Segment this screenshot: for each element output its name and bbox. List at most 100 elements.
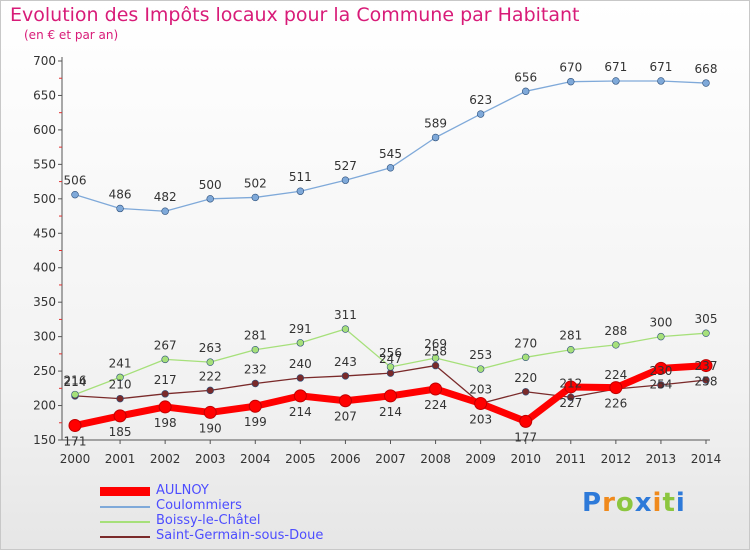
data-label: 217 <box>154 373 177 387</box>
data-point <box>431 361 440 370</box>
data-point <box>248 399 262 413</box>
x-tick-label: 2013 <box>646 452 677 466</box>
data-point <box>609 381 623 395</box>
data-label: 500 <box>199 178 222 192</box>
data-point <box>206 358 214 366</box>
data-label: 212 <box>559 376 582 390</box>
data-point <box>476 110 485 118</box>
data-point <box>522 353 530 362</box>
data-point <box>158 400 172 414</box>
chart-subtitle: (en € et par an) <box>24 28 119 42</box>
x-tick-label: 2000 <box>60 452 91 466</box>
logo-letter: t <box>662 488 676 518</box>
data-label: 254 <box>649 377 672 391</box>
data-point <box>474 396 488 410</box>
data-label: 668 <box>695 62 718 76</box>
data-label: 207 <box>334 410 357 424</box>
data-label: 671 <box>649 60 672 74</box>
data-point <box>702 329 710 337</box>
data-point <box>161 355 169 364</box>
y-tick-label: 700 <box>33 54 56 68</box>
data-label: 263 <box>199 341 222 355</box>
data-label: 232 <box>244 362 267 376</box>
data-point <box>341 325 350 333</box>
data-label: 241 <box>109 356 132 370</box>
data-point <box>338 394 352 408</box>
y-tick-label: 650 <box>33 88 56 102</box>
data-point <box>522 87 530 96</box>
y-tick-label: 600 <box>33 123 56 137</box>
data-point <box>476 365 485 373</box>
y-tick-label: 350 <box>33 295 56 309</box>
data-point <box>341 372 350 380</box>
logo-letter: o <box>615 488 635 518</box>
data-point <box>296 339 305 347</box>
data-label: 589 <box>424 116 447 130</box>
data-label: 482 <box>154 190 177 204</box>
data-label: 256 <box>379 346 402 360</box>
data-point <box>68 419 82 433</box>
legend-swatch <box>100 521 150 523</box>
x-tick-label: 2003 <box>195 452 226 466</box>
chart-title: Evolution des Impôts locaux pour la Comm… <box>10 4 580 26</box>
data-label: 220 <box>514 371 537 385</box>
data-label: 305 <box>695 312 718 326</box>
data-point <box>612 341 620 349</box>
data-label: 226 <box>604 397 627 411</box>
data-label: 230 <box>649 364 672 378</box>
data-label: 281 <box>244 329 267 343</box>
data-label: 240 <box>289 357 312 371</box>
data-point <box>657 381 665 389</box>
data-label: 502 <box>244 176 267 190</box>
data-label: 203 <box>469 412 492 426</box>
data-label: 253 <box>469 348 492 362</box>
x-tick-label: 2006 <box>330 452 361 466</box>
data-label: 671 <box>604 60 627 74</box>
legend-label: Coulommiers <box>156 498 242 513</box>
data-point <box>296 374 305 382</box>
data-point <box>657 77 665 85</box>
data-label: 224 <box>604 368 627 382</box>
data-point <box>384 389 397 403</box>
data-label: 199 <box>244 415 267 429</box>
data-point <box>71 390 79 399</box>
y-tick-label: 450 <box>33 226 56 240</box>
data-label: 222 <box>199 369 222 383</box>
legend-label: Boissy-le-Châtel <box>156 513 261 528</box>
data-point <box>519 414 533 428</box>
proxiti-logo: Proxiti <box>582 488 686 518</box>
data-point <box>116 204 124 213</box>
data-label: 269 <box>424 337 447 351</box>
data-label: 190 <box>199 421 222 435</box>
data-point <box>702 79 710 87</box>
data-label: 227 <box>559 396 582 410</box>
data-point <box>386 164 395 172</box>
logo-letter: x <box>634 488 653 518</box>
y-tick-label: 550 <box>33 157 56 171</box>
data-point <box>612 77 620 85</box>
y-tick-label: 300 <box>33 330 56 344</box>
data-label: 486 <box>109 187 132 201</box>
data-point <box>206 386 214 395</box>
data-label: 258 <box>424 345 447 359</box>
data-point <box>431 354 440 362</box>
data-point <box>113 409 127 423</box>
y-tick-label: 250 <box>33 364 56 378</box>
data-point <box>564 380 578 394</box>
data-point <box>161 390 169 398</box>
legend-label: Saint-Germain-sous-Doue <box>156 528 324 543</box>
data-label: 243 <box>334 355 357 369</box>
data-point <box>702 376 710 384</box>
data-label: 224 <box>424 398 447 412</box>
data-point <box>567 346 575 354</box>
data-label: 216 <box>64 374 87 388</box>
logo-letter: r <box>602 488 616 518</box>
data-label: 203 <box>469 382 492 396</box>
x-tick-label: 2004 <box>240 452 271 466</box>
data-point <box>293 389 307 403</box>
data-label: 545 <box>379 147 402 161</box>
data-label: 177 <box>514 430 537 444</box>
data-label: 300 <box>649 316 672 330</box>
